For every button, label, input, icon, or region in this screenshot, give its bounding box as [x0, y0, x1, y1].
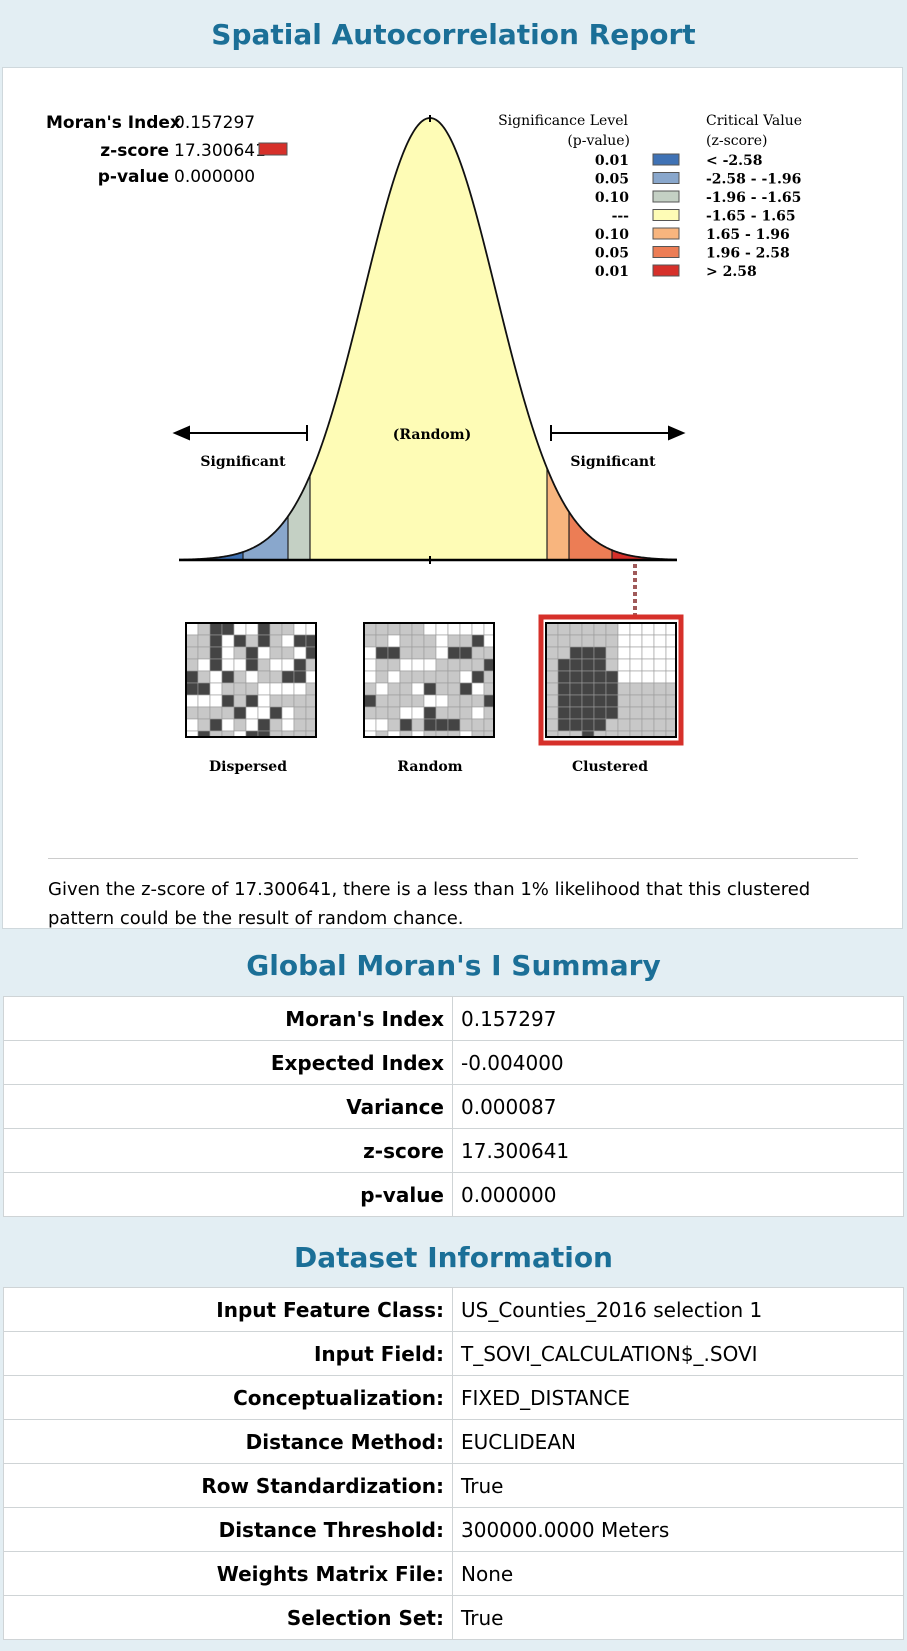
summary-row: Variance 0.000087: [3, 1084, 904, 1129]
pattern-map-clustered: [545, 622, 677, 738]
curve-outline: [178, 117, 678, 561]
legend-z-range: 1.65 - 1.96: [706, 227, 790, 243]
dataset-value: True: [452, 1595, 904, 1640]
dataset-value: FIXED_DISTANCE: [452, 1375, 904, 1420]
legend-crit-subheader: (z-score): [706, 133, 767, 149]
pattern-label-dispersed: Dispersed: [209, 759, 287, 775]
summary-table: Moran's Index 0.157297 Expected Index -0.00…: [3, 996, 904, 1217]
legend-p-value: 0.01: [595, 264, 629, 280]
legend-swatch: [652, 153, 680, 166]
summary-row: Moran's Index 0.157297: [3, 996, 904, 1041]
dataset-key: Selection Set:: [3, 1595, 453, 1640]
legend-swatch: [652, 172, 680, 184]
summary-key: Variance: [3, 1084, 453, 1129]
dataset-row: Distance Threshold: 300000.0000 Meters: [3, 1507, 904, 1552]
legend-swatch: [652, 190, 680, 203]
summary-key: p-value: [3, 1172, 453, 1217]
legend-p-value: ---: [612, 209, 630, 225]
pattern-highlight: [538, 614, 684, 746]
summary-value: 0.000000: [452, 1172, 904, 1217]
dataset-value: T_SOVI_CALCULATION$_.SOVI: [452, 1331, 904, 1376]
legend-p-value: 0.05: [595, 172, 629, 188]
legend-z-range: -1.96 - -1.65: [706, 190, 801, 206]
legend-z-range: > 2.58: [706, 264, 757, 280]
curve-band-high-01: [612, 550, 677, 560]
significant-left-label: Significant: [200, 454, 286, 470]
summary-row: p-value 0.000000: [3, 1172, 904, 1217]
summary-value: 0.157297: [452, 996, 904, 1041]
report-title: Spatial Autocorrelation Report: [211, 18, 696, 51]
legend-sig-subheader: (p-value): [567, 133, 630, 149]
legend-swatch: [652, 209, 680, 221]
summary-row: Expected Index -0.004000: [3, 1040, 904, 1085]
legend-z-range: 1.96 - 2.58: [706, 246, 790, 262]
stat-morans-label: Moran's Index: [46, 113, 181, 133]
summary-value: 17.300641: [452, 1128, 904, 1173]
stat-z-label: z-score: [100, 141, 169, 161]
dataset-key: Conceptualization:: [3, 1375, 453, 1420]
dataset-row: Weights Matrix File: None: [3, 1551, 904, 1596]
random-label: (Random): [393, 427, 471, 443]
dataset-row: Input Feature Class: US_Counties_2016 sel…: [3, 1287, 904, 1332]
legend-swatch: [652, 264, 680, 277]
curve-band-high-05: [569, 511, 612, 560]
pattern-label-random: Random: [397, 759, 462, 775]
legend-crit-header: Critical Value: [706, 113, 802, 129]
arrow-left-icon: [172, 425, 190, 441]
dataset-value: EUCLIDEAN: [452, 1419, 904, 1464]
pattern-map-dispersed: [185, 622, 317, 738]
dataset-title: Dataset Information: [293, 1241, 613, 1274]
curve-band-low-10: [288, 475, 310, 560]
curve-band-low-01: [179, 552, 243, 560]
stat-z-value: 17.300641: [174, 141, 266, 161]
z-score-swatch: [258, 142, 288, 156]
legend-z-range: -1.65 - 1.65: [706, 209, 796, 225]
summary-title: Global Moran's I Summary: [246, 949, 661, 982]
stat-p-value: 0.000000: [174, 167, 255, 187]
curve-band-low-05: [243, 516, 288, 560]
dataset-row: Row Standardization: True: [3, 1463, 904, 1508]
legend-p-value: 0.10: [595, 190, 629, 206]
summary-row: z-score 17.300641: [3, 1128, 904, 1173]
summary-value: 0.000087: [452, 1084, 904, 1129]
arrow-right-icon: [668, 425, 686, 441]
legend-sig-header: Significance Level: [498, 113, 628, 129]
dataset-value: True: [452, 1463, 904, 1508]
legend-p-value: 0.10: [595, 227, 629, 243]
conclusion-text: Given the z-score of 17.300641, there is…: [48, 858, 858, 933]
dataset-key: Input Field:: [3, 1331, 453, 1376]
dataset-key: Distance Threshold:: [3, 1507, 453, 1552]
dataset-key: Distance Method:: [3, 1419, 453, 1464]
legend-p-value: 0.05: [595, 246, 629, 262]
dataset-row: Conceptualization: FIXED_DISTANCE: [3, 1375, 904, 1420]
legend-swatch: [652, 246, 680, 258]
dataset-key: Weights Matrix File:: [3, 1551, 453, 1596]
legend-p-value: 0.01: [595, 153, 629, 169]
dataset-row: Input Field: T_SOVI_CALCULATION$_.SOVI: [3, 1331, 904, 1376]
legend-z-range: -2.58 - -1.96: [706, 172, 801, 188]
summary-value: -0.004000: [452, 1040, 904, 1085]
summary-key: z-score: [3, 1128, 453, 1173]
dataset-value: 300000.0000 Meters: [452, 1507, 904, 1552]
bell-curve-graphic: Moran's Index 0.157297 z-score 17.300641…: [46, 113, 802, 775]
stat-morans-value: 0.157297: [174, 113, 255, 133]
pattern-label-clustered: Clustered: [572, 759, 648, 775]
dataset-row: Distance Method: EUCLIDEAN: [3, 1419, 904, 1464]
dataset-value: US_Counties_2016 selection 1: [452, 1287, 904, 1332]
dataset-key: Input Feature Class:: [3, 1287, 453, 1332]
dataset-value: None: [452, 1551, 904, 1596]
curve-band-random: [310, 118, 547, 560]
curve-band-high-10: [547, 468, 569, 560]
dataset-row: Selection Set: True: [3, 1595, 904, 1640]
report-panel: Moran's Index 0.157297 z-score 17.300641…: [2, 67, 903, 929]
significant-right-label: Significant: [570, 454, 656, 470]
dataset-key: Row Standardization:: [3, 1463, 453, 1508]
dataset-table: Input Feature Class: US_Counties_2016 sel…: [3, 1287, 904, 1640]
summary-key: Expected Index: [3, 1040, 453, 1085]
pattern-map-random: [363, 622, 495, 738]
legend-z-range: < -2.58: [706, 153, 763, 169]
summary-key: Moran's Index: [3, 996, 453, 1041]
legend-swatch: [652, 227, 680, 240]
stat-p-label: p-value: [98, 167, 169, 187]
